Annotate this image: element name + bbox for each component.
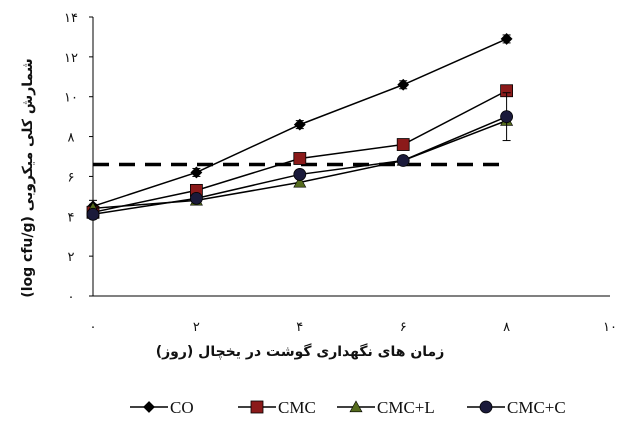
x-tick-label: ۴: [296, 320, 303, 335]
x-tick-label: ۲: [193, 320, 200, 335]
data-point: [190, 166, 203, 179]
series-cmc-plus-c: [86, 92, 514, 221]
legend-item: CMC+L: [337, 398, 435, 417]
series-cmc: [86, 84, 514, 219]
legend-label: CO: [170, 398, 194, 417]
data-point: [293, 118, 306, 131]
series-line: [92, 90, 507, 214]
data-point: [86, 207, 100, 221]
legend-label: CMC: [278, 398, 316, 417]
x-tick-labels: ۰ ۲ ۴ ۶ ۸ ۱۰: [90, 320, 617, 335]
x-tick-label: ۸: [503, 320, 510, 335]
y-tick-label: ۴: [68, 210, 75, 225]
data-point: [396, 138, 410, 151]
data-point: [397, 78, 410, 91]
legend-label: CMC+L: [377, 398, 435, 417]
y-tick-label: ۸: [68, 131, 75, 146]
data-point: [189, 191, 203, 205]
legend-item: CMC+C: [467, 398, 566, 417]
data-point: [293, 168, 307, 181]
y-tick-label: ۱۲: [64, 51, 78, 66]
legend-marker: [250, 400, 264, 414]
data-point: [396, 154, 410, 167]
y-tick-labels: ۰ ۲ ۴ ۶ ۸ ۱۰ ۱۲ ۱۴: [64, 11, 93, 305]
y-axis-title: شمارش کلی میکروبی (log cfu/g): [20, 58, 36, 297]
x-axis-title: زمان های نگهداری گوشت در یخچال (روز): [156, 343, 445, 360]
y-tick-label: ۱۴: [64, 11, 78, 26]
data-point: [500, 110, 514, 124]
y-tick-label: ۱۰: [64, 91, 78, 106]
y-tick-label: ۶: [68, 170, 75, 185]
legend-marker: [143, 401, 155, 413]
chart-axes: [92, 17, 610, 297]
y-tick-label: ۲: [68, 250, 75, 265]
y-tick-label: ۰: [68, 290, 75, 305]
data-point: [293, 152, 307, 165]
legend-item: CO: [130, 398, 194, 417]
legend-marker: [479, 400, 493, 414]
legend-item: CMC: [238, 398, 316, 417]
x-tick-label: ۱۰: [603, 320, 617, 335]
x-tick-label: ۶: [400, 320, 407, 335]
legend-marker: [349, 400, 363, 413]
series-layer: [86, 32, 514, 221]
x-tick-label: ۰: [90, 320, 97, 335]
data-point: [500, 32, 513, 45]
data-point: [293, 175, 307, 188]
legend-label: CMC+C: [507, 398, 566, 417]
legend: CO CMC CMC+L CMC+C: [130, 398, 566, 417]
